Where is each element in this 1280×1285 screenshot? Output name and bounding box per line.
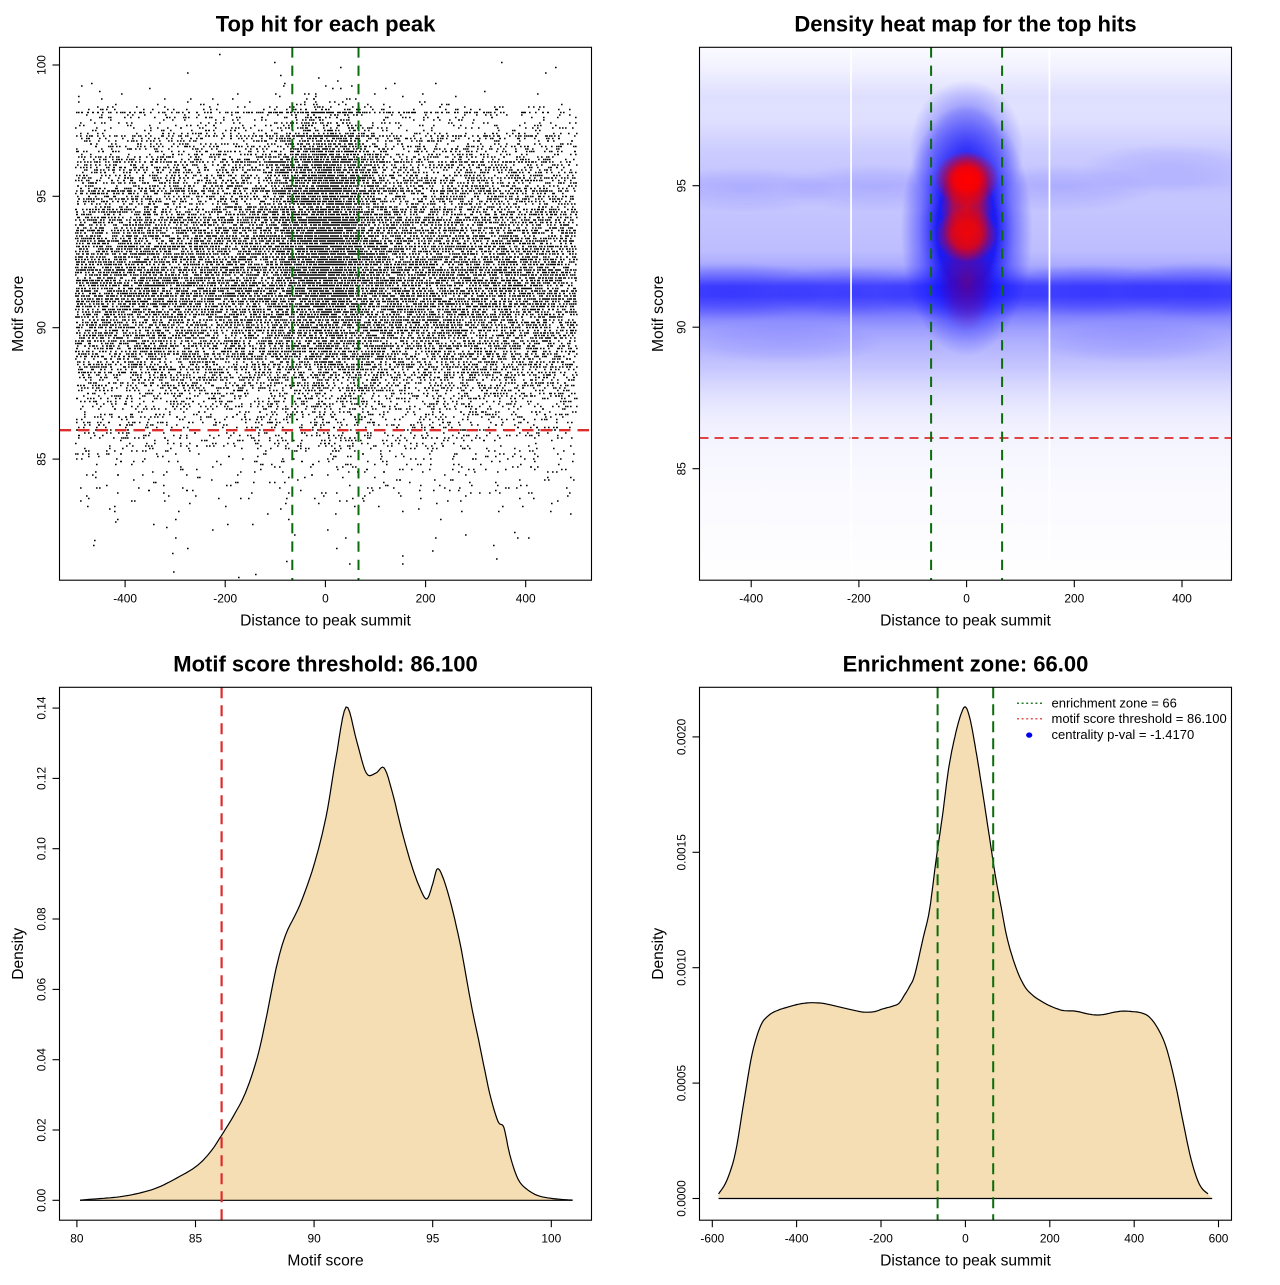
svg-text:0.0005: 0.0005 — [674, 1065, 688, 1102]
svg-text:400: 400 — [1124, 1231, 1144, 1245]
svg-text:400: 400 — [516, 591, 536, 605]
svg-text:80: 80 — [70, 1231, 84, 1245]
svg-text:Motif score: Motif score — [287, 1253, 363, 1270]
svg-text:-200: -200 — [847, 591, 871, 605]
svg-text:Motif score threshold: 86.100: Motif score threshold: 86.100 — [173, 652, 477, 677]
svg-text:-600: -600 — [700, 1231, 724, 1245]
svg-text:0: 0 — [962, 1231, 969, 1245]
svg-text:0.04: 0.04 — [34, 1048, 48, 1072]
svg-text:motif score threshold = 86.100: motif score threshold = 86.100 — [1052, 711, 1227, 726]
svg-text:600: 600 — [1209, 1231, 1229, 1245]
svg-text:100: 100 — [541, 1231, 561, 1245]
svg-text:0.00: 0.00 — [34, 1188, 48, 1212]
svg-text:200: 200 — [1064, 591, 1084, 605]
svg-text:90: 90 — [674, 320, 688, 334]
svg-text:90: 90 — [307, 1231, 321, 1245]
svg-text:centrality p-val = -1.4170: centrality p-val = -1.4170 — [1052, 727, 1195, 742]
svg-text:Motif score: Motif score — [10, 276, 27, 352]
svg-text:0.0020: 0.0020 — [674, 718, 688, 755]
svg-text:0.0015: 0.0015 — [674, 834, 688, 871]
svg-text:-200: -200 — [869, 1231, 893, 1245]
svg-text:200: 200 — [416, 591, 436, 605]
svg-text:0.08: 0.08 — [34, 907, 48, 931]
svg-text:Density: Density — [650, 928, 667, 980]
svg-text:Density heat map for the top h: Density heat map for the top hits — [794, 12, 1136, 37]
svg-text:0: 0 — [963, 591, 970, 605]
svg-text:0.02: 0.02 — [34, 1118, 48, 1142]
svg-text:Enrichment zone: 66.00: Enrichment zone: 66.00 — [843, 652, 1089, 677]
svg-text:Motif score: Motif score — [650, 276, 667, 352]
svg-text:Top hit for each peak: Top hit for each peak — [216, 12, 436, 37]
svg-text:-200: -200 — [213, 591, 237, 605]
svg-text:-400: -400 — [739, 591, 763, 605]
svg-text:200: 200 — [1040, 1231, 1060, 1245]
svg-text:-400: -400 — [113, 591, 137, 605]
svg-text:90: 90 — [34, 321, 48, 335]
svg-text:0.06: 0.06 — [34, 977, 48, 1001]
svg-text:85: 85 — [189, 1231, 203, 1245]
svg-text:Distance to peak summit: Distance to peak summit — [880, 1253, 1051, 1270]
svg-text:85: 85 — [34, 452, 48, 466]
svg-text:95: 95 — [426, 1231, 440, 1245]
svg-text:enrichment zone = 66: enrichment zone = 66 — [1052, 696, 1177, 711]
svg-text:Density: Density — [10, 928, 27, 980]
svg-text:95: 95 — [674, 179, 688, 193]
svg-text:400: 400 — [1172, 591, 1192, 605]
svg-text:0: 0 — [322, 591, 329, 605]
svg-text:-400: -400 — [785, 1231, 809, 1245]
svg-text:Distance to peak summit: Distance to peak summit — [880, 613, 1051, 630]
svg-text:100: 100 — [34, 55, 48, 75]
svg-text:0.14: 0.14 — [34, 696, 48, 720]
svg-text:0.12: 0.12 — [34, 766, 48, 790]
svg-text:0.0010: 0.0010 — [674, 949, 688, 986]
svg-text:0.0000: 0.0000 — [674, 1180, 688, 1217]
svg-text:Distance to peak summit: Distance to peak summit — [240, 613, 411, 630]
svg-text:0.10: 0.10 — [34, 837, 48, 861]
svg-text:95: 95 — [34, 189, 48, 203]
svg-text:85: 85 — [674, 462, 688, 476]
